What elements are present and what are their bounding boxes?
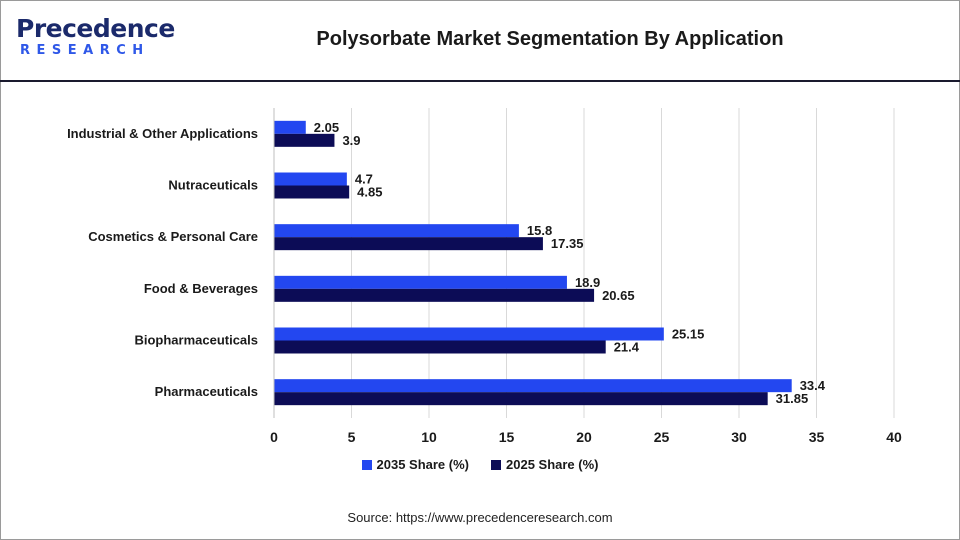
legend-swatch-2025 [491, 459, 501, 470]
bar-2035 [274, 379, 792, 393]
bar-2035 [274, 224, 519, 238]
header: Precedence RESEARCH Polysorbate Market S… [0, 0, 960, 82]
legend-label-2035: 2035 Share (%) [376, 457, 470, 472]
bar-2035 [274, 172, 347, 186]
bar-2025 [274, 288, 595, 302]
data-label: 33.4 [800, 378, 826, 393]
x-tick-label: 35 [809, 429, 825, 445]
data-label: 17.35 [551, 236, 584, 251]
legend-label-2025: 2025 Share (%) [506, 457, 599, 472]
logo-subtitle: RESEARCH [20, 43, 150, 58]
bar-2025 [274, 185, 350, 199]
data-label: 31.85 [776, 391, 809, 406]
category-label: Industrial & Other Applications [67, 126, 258, 141]
category-label: Nutraceuticals [168, 178, 258, 193]
x-tick-label: 5 [348, 429, 356, 445]
category-label: Food & Beverages [144, 281, 258, 296]
data-label: 21.4 [614, 340, 640, 355]
category-label: Biopharmaceuticals [134, 333, 258, 348]
x-tick-label: 20 [576, 429, 592, 445]
bar-2025 [274, 133, 335, 147]
x-tick-label: 40 [886, 429, 902, 445]
bar-2025 [274, 237, 543, 251]
x-tick-label: 15 [499, 429, 515, 445]
legend-item-2035: 2035 Share (%) [361, 457, 470, 472]
data-label: 3.9 [342, 133, 360, 148]
data-label: 20.65 [602, 288, 635, 303]
bar-2035 [274, 275, 567, 289]
source-note: Source: https://www.precedenceresearch.c… [347, 510, 613, 525]
x-tick-label: 10 [421, 429, 437, 445]
bar-2025 [274, 340, 606, 354]
x-tick-label: 0 [270, 429, 278, 445]
data-label: 4.85 [357, 185, 382, 200]
precedence-logo: Precedence RESEARCH [16, 14, 175, 64]
bar-2025 [274, 392, 768, 406]
data-label: 18.9 [575, 275, 600, 290]
category-label: Pharmaceuticals [155, 384, 258, 399]
data-label: 15.8 [527, 223, 552, 238]
logo-name: Precedence [16, 14, 175, 43]
data-label: 4.7 [355, 172, 373, 187]
data-label: 25.15 [672, 327, 705, 342]
legend: 2035 Share (%) 2025 Share (%) [0, 457, 960, 472]
x-tick-label: 30 [731, 429, 747, 445]
legend-item-2025: 2025 Share (%) [491, 457, 599, 472]
bar-2035 [274, 120, 306, 134]
data-label: 2.05 [314, 120, 339, 135]
x-tick-label: 25 [654, 429, 670, 445]
bar-2035 [274, 327, 664, 341]
legend-swatch-2035 [361, 459, 372, 470]
category-label: Cosmetics & Personal Care [88, 229, 258, 244]
bar-chart: 0 5 10 15 20 25 30 35 40 Industrial & Other Appli… [67, 108, 902, 445]
chart-title: Polysorbate Market Segmentation By Appli… [316, 28, 784, 50]
